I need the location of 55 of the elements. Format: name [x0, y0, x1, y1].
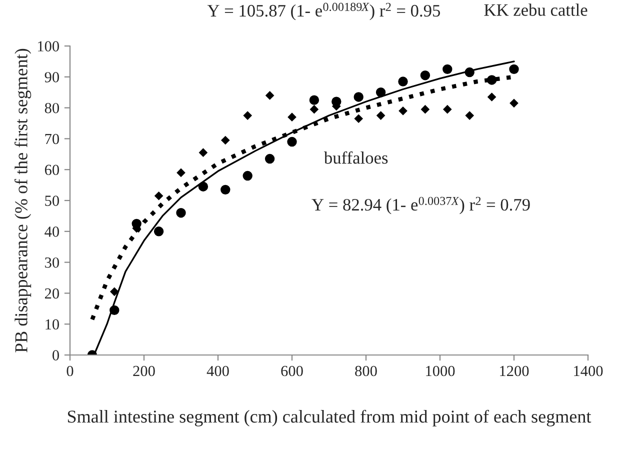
point: [376, 111, 385, 120]
point: [398, 76, 408, 86]
point: [176, 208, 186, 218]
x-tick-label: 600: [281, 366, 303, 376]
point: [154, 192, 163, 200]
point: [310, 105, 318, 114]
y-tick-label: 90: [44, 72, 59, 82]
y-tick-label: 70: [45, 134, 59, 144]
point: [199, 148, 208, 157]
point: [510, 99, 518, 108]
annotation: Y = 82.94 (1- e$^{0.0037X}$) r$^{2}$ = 0.79: [312, 196, 530, 214]
y-tick-label: 40: [44, 226, 59, 237]
point: [376, 87, 386, 98]
point: [509, 64, 519, 74]
point: [176, 168, 186, 177]
x-axis-title: Small intestine segment (cm) calculated from mid point of each segment: [68, 410, 592, 426]
point: [221, 136, 230, 144]
x-tick-label: 0: [66, 366, 74, 376]
y-tick-label: 0: [52, 350, 59, 360]
point: [264, 154, 275, 164]
point: [354, 92, 364, 102]
point: [242, 170, 252, 181]
point: [266, 91, 274, 100]
text: Y = 105.87 (1- e$^{0.00189X}$) r$^{2}$ = 0.95: [207, 2, 440, 20]
point: [420, 70, 430, 80]
point: [309, 95, 320, 105]
point: [287, 136, 297, 147]
point: [110, 288, 119, 296]
point: [243, 111, 252, 120]
y-tick-label: 60: [44, 164, 59, 176]
point: [465, 111, 474, 120]
x-tick-label: 1400: [574, 366, 603, 376]
point: [354, 114, 363, 123]
point: [154, 226, 164, 236]
point: [421, 105, 430, 114]
x-tick-label: 1000: [426, 366, 455, 376]
point: [398, 106, 408, 116]
x-tick-label: 800: [355, 366, 377, 376]
y-tick-label: 50: [45, 196, 59, 206]
annotation: buffaloes: [324, 151, 388, 164]
x-tick-label: 1200: [500, 366, 529, 376]
point: [288, 112, 296, 122]
y-tick-label: 20: [44, 288, 59, 299]
x-tick-label: 200: [133, 366, 155, 376]
point: [442, 64, 452, 74]
text: KK zebu cattle: [484, 4, 588, 16]
y-tick-label: 30: [45, 257, 59, 268]
x-tick-label: 400: [206, 366, 229, 376]
y-tick-label: 80: [44, 102, 59, 114]
y-tick-label: 100: [38, 41, 59, 52]
y-axis-title: PB disappearance (% of the first segment): [14, 48, 32, 352]
y-tick-label: 10: [46, 319, 59, 330]
point: [443, 105, 452, 114]
point: [488, 92, 496, 102]
point: [220, 184, 230, 195]
